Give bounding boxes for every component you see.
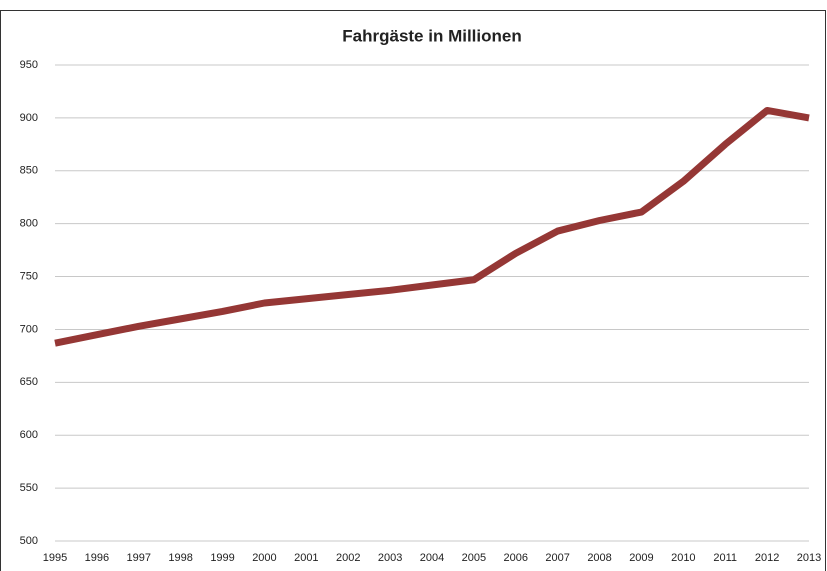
y-tick-label: 950 (20, 59, 38, 71)
y-tick-label: 550 (20, 482, 38, 494)
x-tick-label: 2011 (713, 552, 737, 564)
x-tick-label: 2005 (462, 552, 486, 564)
x-tick-label: 2010 (671, 552, 695, 564)
x-tick-label: 2012 (755, 552, 779, 564)
chart-frame (0, 10, 826, 571)
y-tick-label: 700 (20, 323, 38, 335)
x-tick-label: 2006 (504, 552, 528, 564)
y-tick-label: 850 (20, 165, 38, 177)
y-tick-label: 600 (20, 429, 38, 441)
x-tick-label: 2003 (378, 552, 402, 564)
y-tick-label: 900 (20, 112, 38, 124)
y-tick-label: 800 (20, 218, 38, 230)
y-tick-label: 750 (20, 270, 38, 282)
x-tick-label: 2008 (587, 552, 611, 564)
x-tick-label: 2002 (336, 552, 360, 564)
x-tick-label: 1999 (210, 552, 234, 564)
y-tick-label: 650 (20, 376, 38, 388)
x-tick-label: 1997 (127, 552, 151, 564)
chart-title: Fahrgäste in Millionen (342, 26, 521, 45)
x-tick-label: 2001 (294, 552, 318, 564)
data-line (54, 106, 810, 347)
y-tick-label: 500 (20, 535, 38, 547)
x-tick-label: 1998 (168, 552, 192, 564)
x-tick-label: 2007 (545, 552, 569, 564)
x-tick-label: 2004 (420, 552, 444, 564)
x-tick-label: 1996 (85, 552, 109, 564)
x-tick-label: 1995 (43, 552, 67, 564)
x-tick-label: 2009 (629, 552, 653, 564)
x-tick-label: 2000 (252, 552, 276, 564)
x-tick-label: 2013 (797, 552, 821, 564)
